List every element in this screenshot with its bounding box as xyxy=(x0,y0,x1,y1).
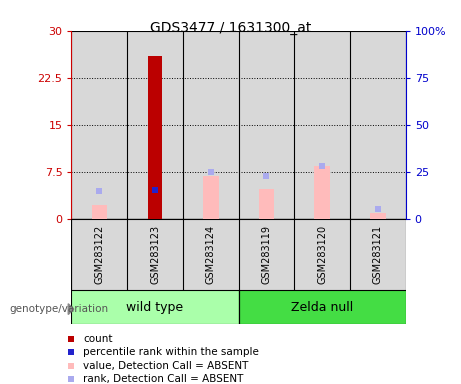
Bar xyxy=(259,189,274,219)
Text: GSM283124: GSM283124 xyxy=(206,225,216,284)
Bar xyxy=(71,31,127,219)
Text: rank, Detection Call = ABSENT: rank, Detection Call = ABSENT xyxy=(83,374,243,384)
Bar xyxy=(183,219,238,290)
Bar xyxy=(238,219,294,290)
Text: wild type: wild type xyxy=(126,301,183,314)
Bar xyxy=(71,290,239,324)
Text: GSM283122: GSM283122 xyxy=(95,225,104,284)
FancyArrow shape xyxy=(68,304,74,314)
Bar xyxy=(350,219,406,290)
Text: GSM283121: GSM283121 xyxy=(373,225,383,284)
Text: count: count xyxy=(83,334,112,344)
Text: GSM283119: GSM283119 xyxy=(261,225,272,284)
Bar xyxy=(294,219,350,290)
Bar xyxy=(314,166,330,219)
Bar xyxy=(294,31,350,219)
Text: percentile rank within the sample: percentile rank within the sample xyxy=(83,347,259,357)
Bar xyxy=(127,219,183,290)
Bar xyxy=(91,205,107,219)
Text: genotype/variation: genotype/variation xyxy=(9,304,108,314)
Bar xyxy=(238,31,294,219)
Bar xyxy=(183,31,238,219)
Text: Zelda null: Zelda null xyxy=(291,301,353,314)
Bar xyxy=(148,56,162,219)
Text: GDS3477 / 1631300_at: GDS3477 / 1631300_at xyxy=(150,21,311,35)
Text: GSM283120: GSM283120 xyxy=(317,225,327,284)
Text: value, Detection Call = ABSENT: value, Detection Call = ABSENT xyxy=(83,361,248,371)
Bar xyxy=(127,31,183,219)
Bar xyxy=(203,176,219,219)
Bar xyxy=(350,31,406,219)
Bar xyxy=(370,213,385,219)
Bar xyxy=(71,219,127,290)
Text: GSM283123: GSM283123 xyxy=(150,225,160,284)
Bar xyxy=(238,290,406,324)
